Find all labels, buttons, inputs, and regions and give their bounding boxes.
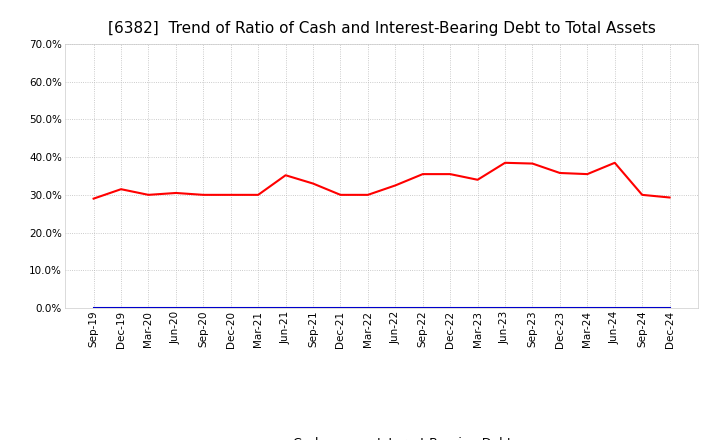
Interest-Bearing Debt: [282, 305, 290, 311]
Cash: [336, 192, 345, 198]
Interest-Bearing Debt: [665, 305, 674, 311]
Interest-Bearing Debt: [446, 305, 454, 311]
Legend: Cash, Interest-Bearing Debt: Cash, Interest-Bearing Debt: [246, 432, 517, 440]
Interest-Bearing Debt: [583, 305, 592, 311]
Interest-Bearing Debt: [254, 305, 263, 311]
Interest-Bearing Debt: [364, 305, 372, 311]
Interest-Bearing Debt: [556, 305, 564, 311]
Interest-Bearing Debt: [638, 305, 647, 311]
Cash: [199, 192, 207, 198]
Cash: [171, 191, 180, 196]
Interest-Bearing Debt: [391, 305, 400, 311]
Cash: [638, 192, 647, 198]
Interest-Bearing Debt: [336, 305, 345, 311]
Interest-Bearing Debt: [171, 305, 180, 311]
Cash: [226, 192, 235, 198]
Interest-Bearing Debt: [528, 305, 537, 311]
Cash: [556, 170, 564, 176]
Cash: [144, 192, 153, 198]
Interest-Bearing Debt: [418, 305, 427, 311]
Interest-Bearing Debt: [144, 305, 153, 311]
Cash: [611, 160, 619, 165]
Cash: [89, 196, 98, 201]
Cash: [282, 172, 290, 178]
Cash: [364, 192, 372, 198]
Interest-Bearing Debt: [500, 305, 509, 311]
Interest-Bearing Debt: [89, 305, 98, 311]
Cash: [254, 192, 263, 198]
Interest-Bearing Debt: [611, 305, 619, 311]
Cash: [500, 160, 509, 165]
Cash: [528, 161, 537, 166]
Cash: [309, 181, 318, 186]
Interest-Bearing Debt: [473, 305, 482, 311]
Cash: [117, 187, 125, 192]
Interest-Bearing Debt: [309, 305, 318, 311]
Cash: [583, 172, 592, 177]
Interest-Bearing Debt: [199, 305, 207, 311]
Line: Cash: Cash: [94, 163, 670, 198]
Interest-Bearing Debt: [117, 305, 125, 311]
Cash: [391, 183, 400, 188]
Title: [6382]  Trend of Ratio of Cash and Interest-Bearing Debt to Total Assets: [6382] Trend of Ratio of Cash and Intere…: [108, 21, 655, 36]
Cash: [446, 172, 454, 177]
Cash: [473, 177, 482, 183]
Interest-Bearing Debt: [226, 305, 235, 311]
Cash: [665, 195, 674, 200]
Cash: [418, 172, 427, 177]
